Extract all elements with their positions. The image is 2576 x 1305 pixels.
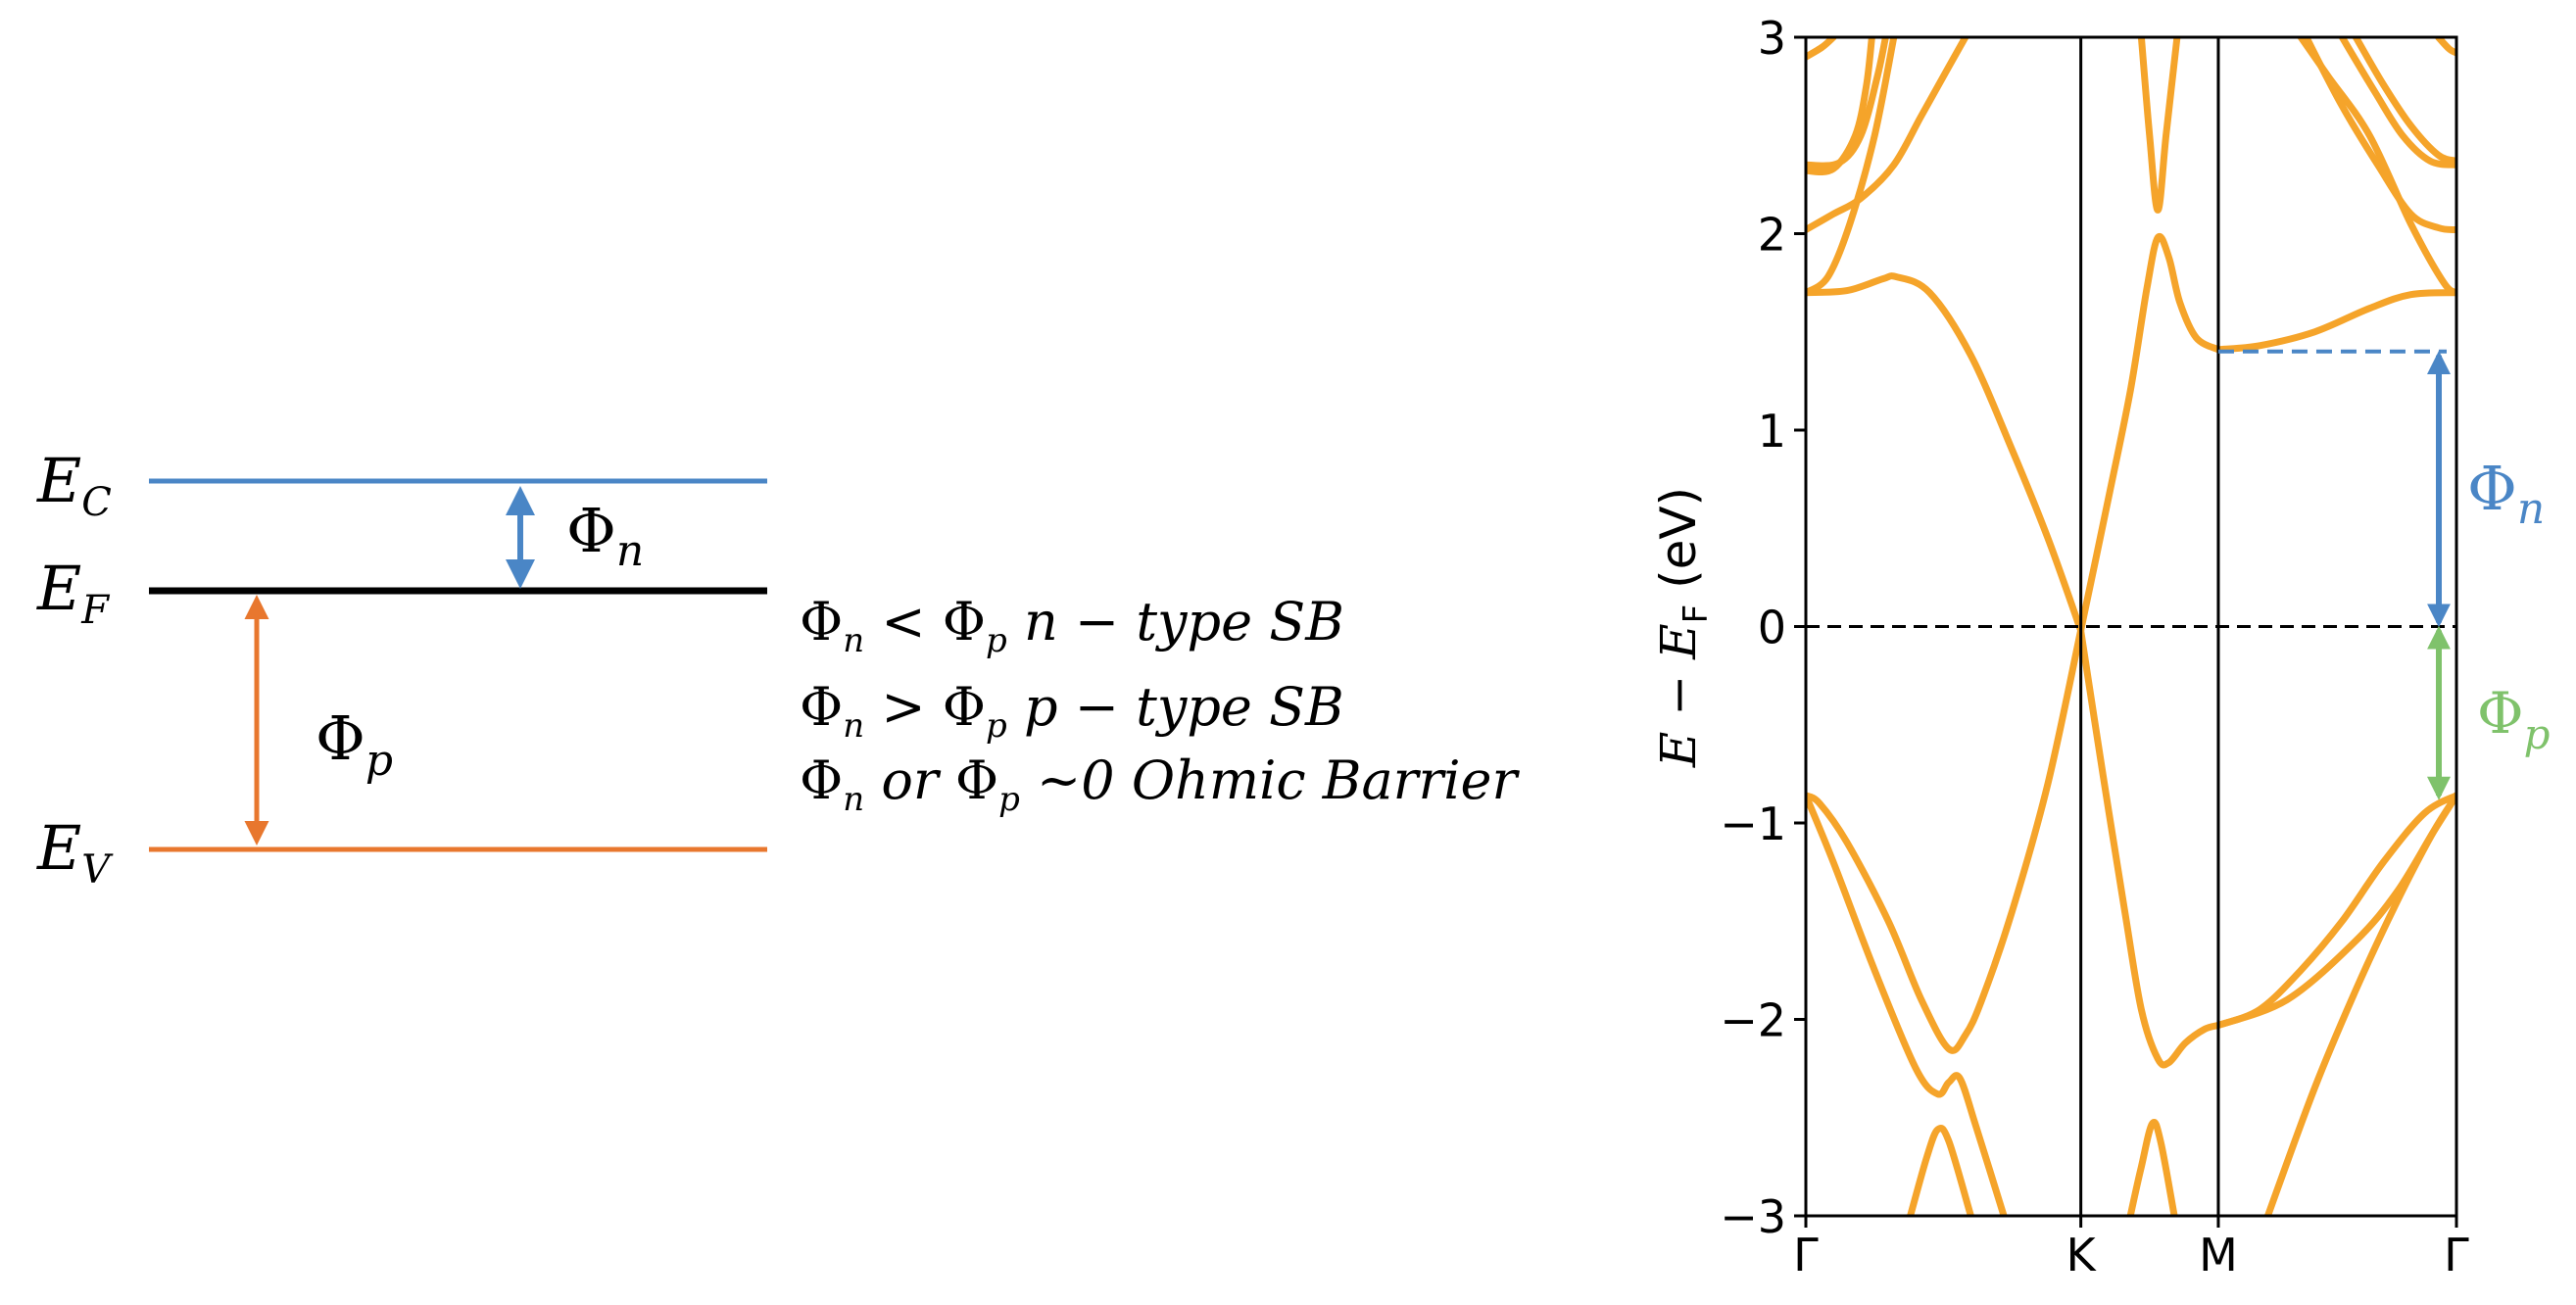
energy-level-diagram: EC EF EV Φn Φp (36, 445, 767, 893)
band-line-band-16 (1806, 37, 1837, 61)
band-line-band-20 (2352, 37, 2456, 165)
ef-label: EF (36, 553, 110, 633)
band-line-band-10 (2214, 792, 2456, 1029)
y-tick-label: 3 (1758, 12, 1786, 65)
condition-p-type: Φn > Φp p − type SB (800, 676, 1344, 746)
band-line-band-18 (2303, 37, 2456, 233)
y-tick-label: −1 (1720, 798, 1786, 850)
condition-n-type: Φn < Φp n − type SB (800, 591, 1344, 660)
y-tick-label: −2 (1720, 994, 1786, 1047)
x-tick-label: M (2199, 1229, 2238, 1281)
band-line-band-7 (2126, 1119, 2178, 1216)
chart-phi-n-label: Φn (2467, 453, 2545, 534)
band-line-band-4 (1806, 272, 2085, 634)
band-line-band-9 (2214, 289, 2456, 354)
barrier-conditions: Φn < Φp n − type SB Φn > Φp p − type SB … (800, 591, 1520, 819)
y-tick-label: 1 (1758, 405, 1786, 458)
y-tick-label: −3 (1720, 1190, 1786, 1243)
x-tick-label: Γ (1793, 1229, 1819, 1281)
phi-n-label: Φn (566, 495, 644, 576)
band-line-band-14 (1806, 37, 1889, 169)
band-line-band-13 (1806, 37, 1969, 233)
ev-label: EV (36, 812, 114, 893)
band-line-band-6 (2077, 627, 2222, 1069)
condition-ohmic: Φn or Φp ~0 Ohmic Barrier (800, 749, 1520, 819)
y-axis-ticks: 3 2 1 0 −1 −2 −3 (1720, 12, 1806, 1243)
band-line-band-8 (2137, 37, 2181, 214)
band-structure-chart: 3 2 1 0 −1 −2 −3 Γ K M Γ E − EF (eV) Φn Φp (1650, 12, 2550, 1281)
y-axis-label: E − EF (eV) (1650, 487, 1716, 768)
ec-label: EC (36, 445, 112, 525)
band-line-band-17 (1806, 37, 1898, 297)
band-line-band-15 (1806, 37, 1875, 175)
y-tick-label: 0 (1758, 602, 1786, 654)
y-tick-label: 2 (1758, 209, 1786, 262)
band-lines (1806, 37, 2456, 1216)
band-line-band-22 (2435, 37, 2456, 57)
x-tick-label: Γ (2444, 1229, 2469, 1281)
band-line-band-21 (2297, 37, 2456, 297)
band-line-band-2 (1806, 792, 2008, 1216)
band-line-band-5 (2077, 232, 2222, 634)
band-line-band-12 (2264, 792, 2456, 1216)
phi-p-label: Φp (316, 702, 393, 786)
x-tick-label: K (2066, 1229, 2098, 1281)
chart-phi-p-label: Φp (2477, 680, 2550, 758)
band-line-band-1 (1806, 627, 2085, 1054)
band-line-band-3 (1907, 1124, 1974, 1216)
band-line-band-19 (2338, 37, 2456, 169)
band-line-band-11 (2214, 792, 2456, 1029)
